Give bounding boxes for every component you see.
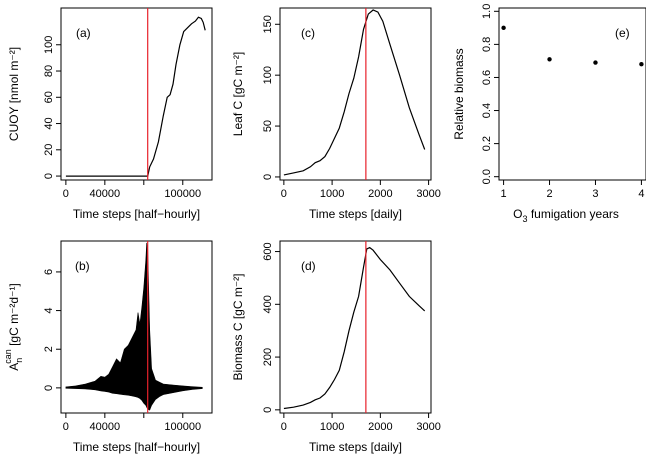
panel-d-ylabel: Biomass C [gC m⁻²] [231, 273, 245, 380]
panel-b-label: (b) [75, 259, 90, 273]
panel-b-series-area [65, 242, 203, 411]
panel-b: 0 40000 100000 0 2 4 6 Time steps [half−hourly]… [3, 240, 213, 454]
panel-d-label: (d) [301, 259, 316, 273]
panel-a-ylabel: CUOY [nmol m⁻²] [7, 47, 21, 141]
panel-e-ytick-label: 0.6 [481, 70, 493, 85]
panel-a-label: (a) [76, 26, 91, 40]
panel-e-xlabel: O3 fumigation years [513, 207, 619, 224]
panel-a-ytick-label: 0 [43, 173, 55, 179]
panel-b-xtick-label: 100000 [164, 421, 201, 433]
panel-b-ytick-label: 0 [43, 385, 55, 391]
panel-c-xtick-label: 3000 [416, 188, 440, 200]
panel-a-xtick-label: 0 [63, 188, 69, 200]
panel-e-data-point [501, 25, 506, 31]
panel-e-ytick-label: 0.4 [481, 103, 493, 118]
panel-a-plot-frame [60, 7, 213, 181]
panel-b-ylabel-main: A [7, 363, 21, 371]
panel-d-ytick-label: 600 [262, 242, 274, 260]
panel-e-data-point [639, 62, 644, 67]
panel-a-ytick-label: 40 [43, 117, 55, 129]
panel-e-xlabel-rest: fumigation years [527, 207, 618, 221]
panel-c-plot-frame [279, 7, 432, 181]
panel-c-xtick-label: 2000 [368, 188, 392, 200]
panel-d-plot-frame [279, 240, 432, 414]
panel-d-xtick-label: 1000 [320, 421, 344, 433]
panel-c-ylabel: Leaf C [gC m⁻²] [231, 52, 245, 136]
panel-b-ylabel-sup: can [3, 349, 13, 364]
panel-e-xtick-label: 4 [638, 188, 644, 200]
panel-d-xlabel: Time steps [daily] [309, 440, 402, 454]
panel-a-ytick-label: 60 [43, 91, 55, 103]
panel-d-xtick-label: 0 [281, 421, 287, 433]
panel-b-ylabel: Ancan [gC m⁻²d⁻¹] [3, 283, 24, 371]
panel-e-xtick-label: 2 [546, 188, 552, 200]
panel-c-series-line [283, 9, 426, 176]
panel-a-ytick-label: 80 [43, 65, 55, 77]
panel-d-xtick-label: 2000 [368, 421, 392, 433]
panel-e-data-point [593, 60, 598, 65]
panel-a-xlabel: Time steps [half−hourly] [73, 207, 200, 221]
panel-c-ytick-label: 150 [262, 15, 274, 33]
panel-e-label: (e) [615, 26, 630, 40]
panel-c-xtick-label: 1000 [320, 188, 344, 200]
panel-b-ytick-label: 2 [43, 346, 55, 352]
panel-c-ytick-label: 50 [262, 120, 274, 132]
panel-e-ytick-label: 0.2 [481, 136, 493, 151]
panel-c-ytick-label: 0 [262, 174, 274, 180]
panel-e-plot-frame [498, 7, 646, 181]
panel-e: 1 2 3 40.00.20.40.60.81.0O3 fumigation year… [452, 4, 646, 224]
panel-e-xtick-label: 3 [592, 188, 598, 200]
panel-b-ytick-label: 6 [43, 269, 55, 275]
panel-c: 0 1000 2000 3000 0 50 100 150 Time steps [daily]… [231, 7, 441, 221]
panel-d: 0 1000 2000 3000 0 200 400 600 Time steps [daily… [231, 240, 441, 454]
panel-c-xtick-label: 0 [281, 188, 287, 200]
panel-b-plot-frame [60, 240, 213, 414]
panel-c-ytick-label: 100 [262, 66, 274, 84]
panel-a-xtick-label: 40000 [90, 188, 121, 200]
panel-d-ytick-label: 200 [262, 348, 274, 366]
panel-e-ytick-label: 1.0 [481, 4, 493, 19]
panel-e-ytick-label: 0.0 [481, 169, 493, 184]
panel-d-series-line [283, 246, 426, 410]
panel-e-xlabel-main: O [513, 207, 522, 221]
panel-b-xtick-label: 40000 [90, 421, 121, 433]
panel-a-xtick-label: 100000 [164, 188, 201, 200]
panel-e-ytick-label: 0.8 [481, 37, 493, 52]
panel-b-ylabel-sub: n [14, 358, 24, 363]
panel-d-ytick-label: 0 [262, 407, 274, 413]
panel-b-xtick-label: 0 [63, 421, 69, 433]
panel-e-xtick-label: 1 [501, 188, 507, 200]
panel-d-ytick-label: 400 [262, 295, 274, 313]
panel-a-ytick-label: 20 [43, 144, 55, 156]
panel-e-ylabel: Relative biomass [452, 48, 466, 139]
panel-d-xtick-label: 3000 [416, 421, 440, 433]
panel-a: 0 40000 100000 0 20 40 60 80 100 Time steps [half… [7, 7, 213, 221]
panel-e-data-point [547, 57, 552, 62]
panel-a-ytick-label: 100 [43, 36, 55, 54]
panel-a-series-line [65, 16, 206, 177]
panel-e-xlabel-sub: 3 [522, 214, 527, 224]
panel-b-xlabel: Time steps [half−hourly] [73, 440, 200, 454]
panel-b-ylabel-units: [gC m⁻²d⁻¹] [7, 283, 21, 349]
panel-c-xlabel: Time steps [daily] [309, 207, 402, 221]
panel-c-label: (c) [301, 26, 315, 40]
panel-b-ytick-label: 4 [43, 308, 55, 314]
